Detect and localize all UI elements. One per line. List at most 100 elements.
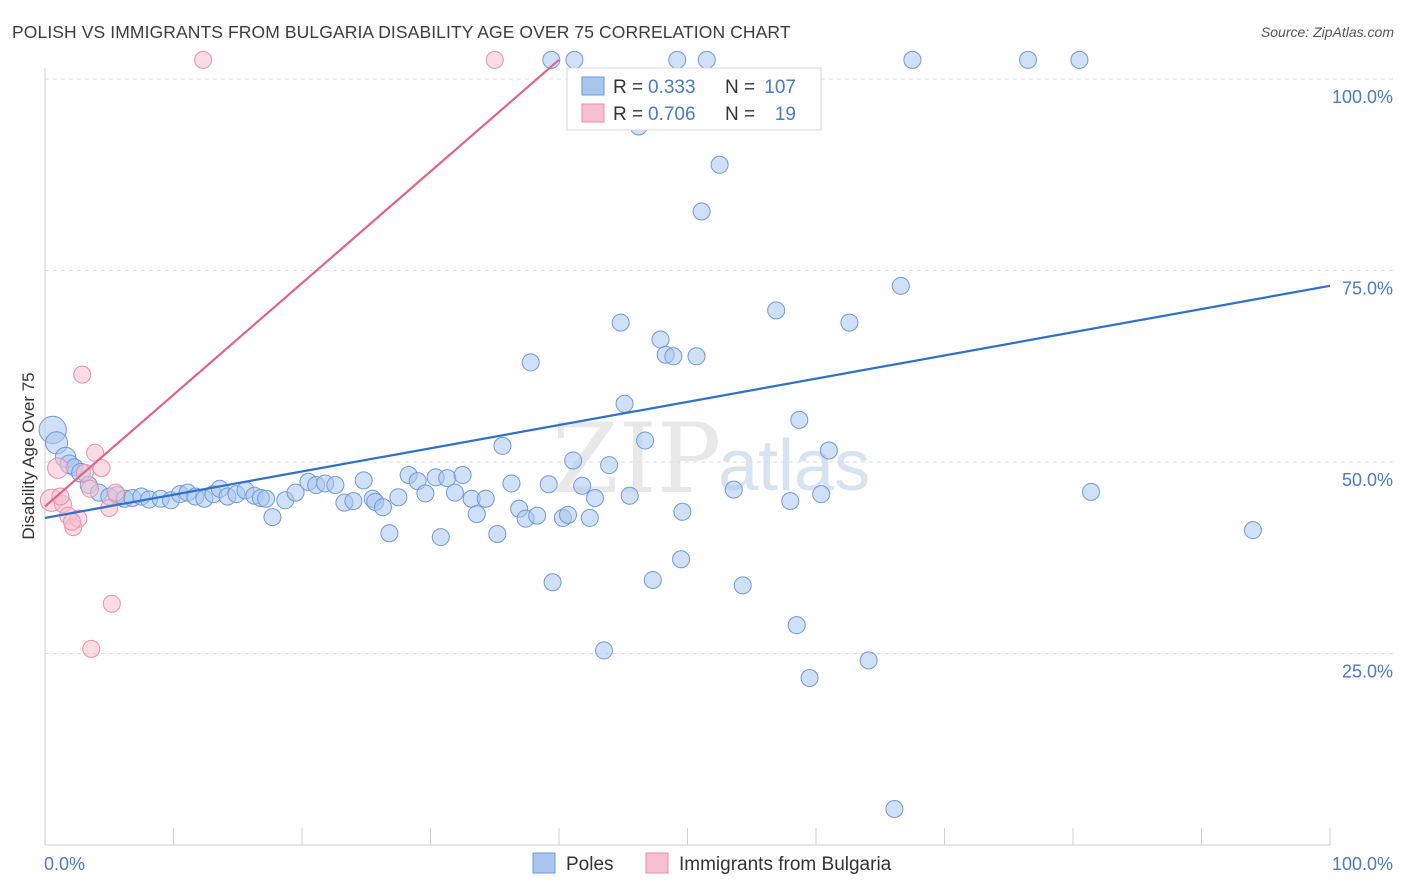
legend-swatch-bulgaria: [645, 852, 669, 874]
y-tick-label: 25.0%: [1342, 662, 1393, 682]
poles-swatch: [581, 76, 605, 96]
data-point: [1081, 482, 1100, 501]
data-point: [1070, 50, 1089, 69]
data-point: [812, 485, 831, 504]
data-point: [651, 330, 670, 349]
source-label: Source: ZipAtlas.com: [1260, 24, 1394, 40]
legend-label-bulgaria: Immigrants from Bulgaria: [679, 854, 892, 875]
data-point: [543, 573, 562, 592]
x-axis-ticks: [173, 828, 1331, 845]
data-point: [445, 483, 464, 502]
data-point: [62, 512, 81, 531]
data-point: [73, 365, 92, 384]
data-point: [733, 576, 752, 595]
data-point: [594, 641, 613, 660]
x-tick-label-min: 0.0%: [44, 854, 85, 874]
data-point: [585, 489, 604, 508]
data-point: [286, 483, 305, 502]
bottom-legend: Poles Immigrants from Bulgaria: [532, 852, 892, 875]
stats-box-frame: [566, 67, 822, 131]
data-point: [453, 466, 472, 485]
data-point: [416, 484, 435, 503]
data-point: [664, 347, 683, 366]
legend-label-poles: Poles: [566, 854, 614, 875]
data-point: [51, 487, 70, 506]
data-point: [710, 155, 729, 174]
data-point: [781, 492, 800, 511]
legend-swatch-poles: [532, 852, 556, 874]
data-point: [431, 528, 450, 547]
data-point: [521, 353, 540, 372]
data-point: [373, 498, 392, 517]
data-point: [643, 570, 662, 589]
trend-line-immigrants-from-bulgaria: [44, 59, 560, 508]
data-point: [903, 50, 922, 69]
y-tick-label: 50.0%: [1342, 470, 1393, 490]
data-point: [840, 313, 859, 332]
data-point: [344, 492, 363, 511]
data-point: [859, 651, 878, 670]
data-point: [885, 799, 904, 818]
data-point: [380, 524, 399, 543]
chart-title: POLISH VS IMMIGRANTS FROM BULGARIA DISAB…: [12, 22, 791, 42]
data-point: [558, 505, 577, 524]
stats-n-value-bulgaria: 19: [775, 104, 796, 125]
data-point: [697, 50, 716, 69]
stats-r-value-bulgaria: 0.706: [648, 104, 696, 125]
data-point: [106, 483, 125, 502]
data-point: [636, 431, 655, 450]
data-point: [600, 456, 619, 475]
data-point: [790, 410, 809, 429]
y-axis-title: Disability Age Over 75: [19, 372, 38, 539]
data-point: [263, 508, 282, 527]
data-point: [620, 486, 639, 505]
data-point: [502, 474, 521, 493]
bulgaria-swatch: [581, 103, 605, 123]
stats-n-value-poles: 107: [764, 77, 796, 98]
data-point: [692, 202, 711, 221]
series-poles: [38, 50, 1262, 818]
data-point: [611, 313, 630, 332]
data-point: [819, 441, 838, 460]
y-tick-labels: 25.0% 50.0% 75.0% 100.0%: [1332, 87, 1393, 682]
data-point: [194, 50, 213, 69]
data-point: [82, 639, 101, 658]
stats-n-label-bulgaria: N =: [725, 104, 755, 125]
watermark-atlas: atlas: [718, 426, 870, 506]
stats-r-label-bulgaria: R =: [613, 104, 643, 125]
data-point: [86, 443, 105, 462]
series-immigrants-from-bulgaria: [39, 50, 504, 658]
data-point: [564, 451, 583, 470]
data-point: [488, 525, 507, 544]
data-point: [476, 489, 495, 508]
data-point: [493, 436, 512, 455]
x-tick-label-max: 100.0%: [1332, 854, 1393, 874]
data-point: [573, 476, 592, 495]
data-point: [326, 475, 345, 494]
stats-r-label-poles: R =: [613, 77, 643, 98]
data-point: [102, 594, 121, 613]
data-point: [1243, 521, 1262, 540]
stats-r-value-poles: 0.333: [648, 77, 696, 98]
data-point: [528, 506, 547, 525]
data-point: [485, 50, 504, 69]
data-point: [467, 505, 486, 524]
data-point: [668, 50, 687, 69]
stats-legend-box: R = 0.333 N = 107 R = 0.706 N = 19: [566, 67, 822, 131]
data-point: [673, 502, 692, 521]
data-point: [724, 480, 743, 499]
data-point: [891, 276, 910, 295]
data-point: [672, 550, 691, 569]
data-point: [92, 459, 111, 478]
data-point: [80, 479, 99, 498]
data-point: [687, 347, 706, 366]
y-tick-label: 100.0%: [1332, 87, 1393, 107]
trend-line-poles: [44, 284, 1331, 520]
data-point: [767, 301, 786, 320]
data-point: [257, 489, 276, 508]
data-point: [1019, 50, 1038, 69]
data-point: [354, 471, 373, 490]
stats-n-label-poles: N =: [725, 77, 755, 98]
data-point: [389, 488, 408, 507]
